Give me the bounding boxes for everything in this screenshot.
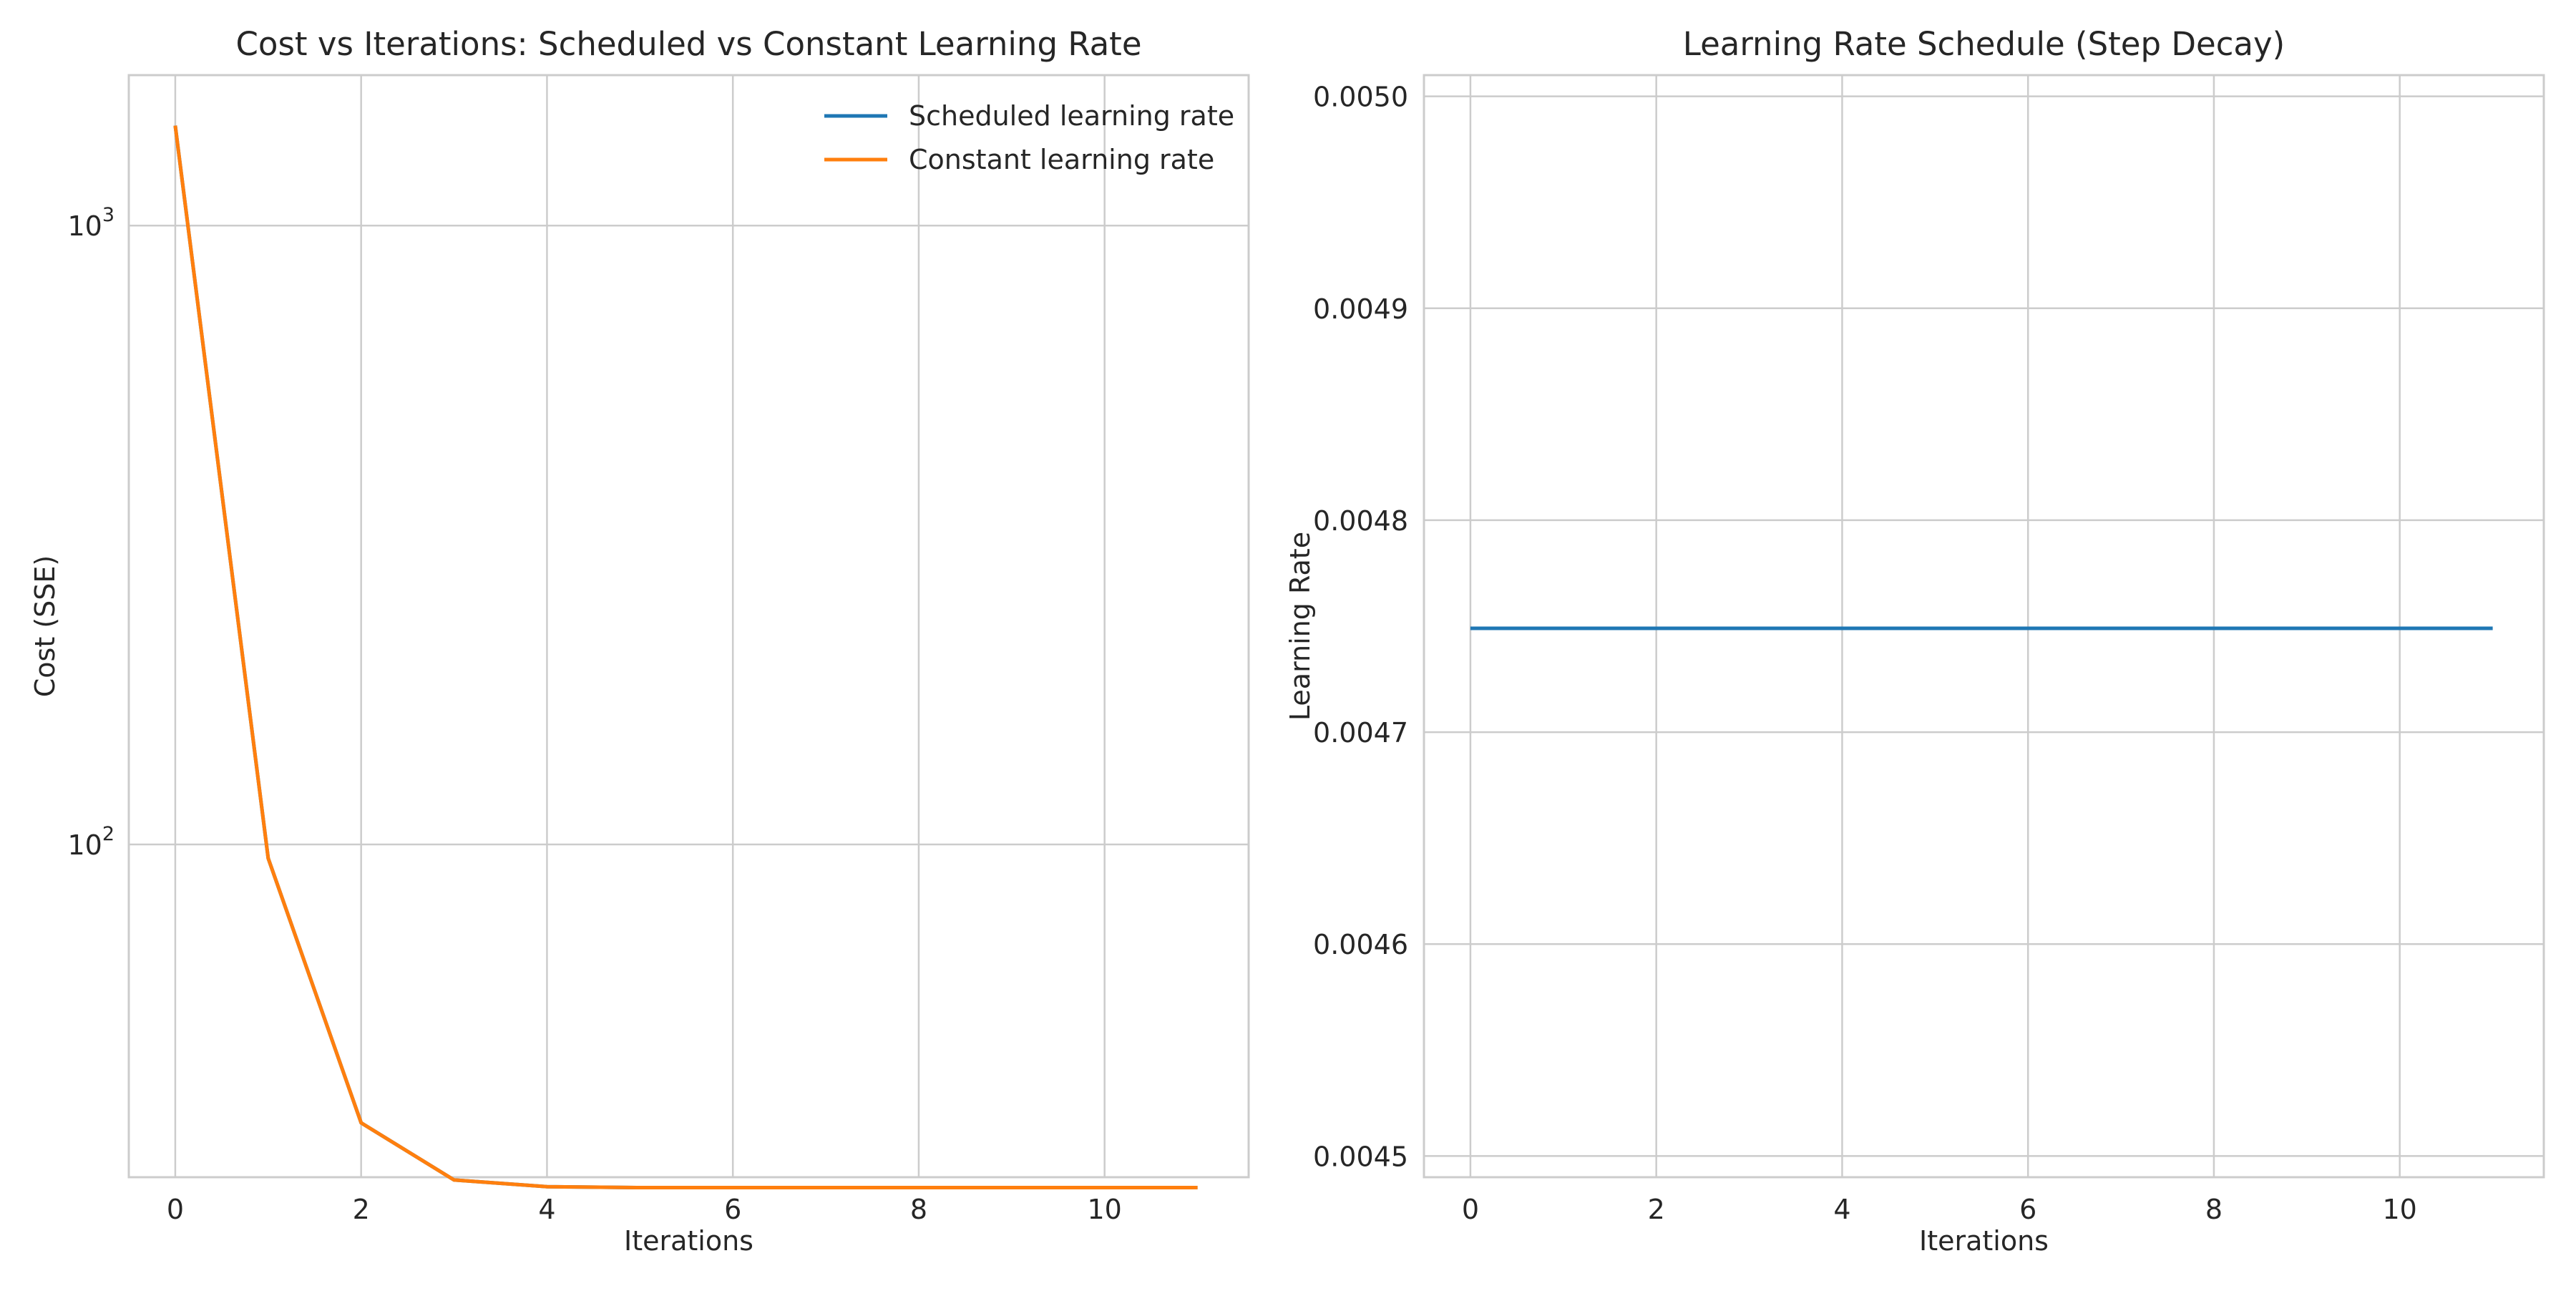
- y-axis-label: Learning Rate: [1284, 532, 1316, 721]
- y-tick-label: 102: [67, 823, 114, 861]
- x-tick-label: 6: [724, 1194, 741, 1225]
- legend-label: Scheduled learning rate: [909, 100, 1234, 132]
- y-tick-base: 10: [67, 829, 102, 861]
- x-tick-label: 6: [2019, 1194, 2036, 1225]
- x-tick-label: 10: [2383, 1194, 2417, 1225]
- y-tick-label: 0.0049: [1313, 293, 1408, 325]
- x-tick-label: 4: [1833, 1194, 1850, 1225]
- chart-title: Cost vs Iterations: Scheduled vs Constan…: [236, 25, 1142, 63]
- x-tick-label: 10: [1088, 1194, 1122, 1225]
- y-tick-exponent: 2: [102, 823, 114, 845]
- y-tick-label: 0.0045: [1313, 1141, 1408, 1172]
- gridlines: [1424, 75, 2544, 1177]
- x-tick-label: 8: [910, 1194, 927, 1225]
- legend-label: Constant learning rate: [909, 144, 1214, 175]
- y-tick-label: 0.0050: [1313, 82, 1408, 113]
- x-tick-label: 4: [538, 1194, 555, 1225]
- legend: Scheduled learning rate Constant learning…: [824, 100, 1234, 175]
- x-axis-label: Iterations: [1919, 1225, 2049, 1257]
- y-tick-exponent: 3: [102, 204, 114, 226]
- x-tick-label: 0: [1462, 1194, 1479, 1225]
- chart-title: Learning Rate Schedule (Step Decay): [1683, 25, 2285, 63]
- gridlines: [129, 75, 1249, 1177]
- x-axis-label: Iterations: [624, 1225, 753, 1257]
- x-tick-label: 2: [353, 1194, 370, 1225]
- x-tick-label: 0: [167, 1194, 184, 1225]
- y-tick-label: 0.0047: [1313, 717, 1408, 749]
- y-tick-label: 0.0048: [1313, 505, 1408, 537]
- y-tick-label: 0.0046: [1313, 929, 1408, 960]
- x-tick-label: 2: [1648, 1194, 1665, 1225]
- y-axis-label: Cost (SSE): [29, 555, 61, 697]
- plot-frame: [127, 74, 1250, 1179]
- y-tick-base: 10: [67, 210, 102, 242]
- plot-frame: [1423, 74, 2545, 1179]
- y-tick-label: 103: [67, 204, 114, 242]
- x-tick-label: 8: [2205, 1194, 2223, 1225]
- series-line-2: [173, 125, 1198, 1189]
- chart-2: 0 2 4 6 8 10 0.0045 0.0046 0.0047 0.0048 0.0049 0.0…: [1284, 25, 2545, 1257]
